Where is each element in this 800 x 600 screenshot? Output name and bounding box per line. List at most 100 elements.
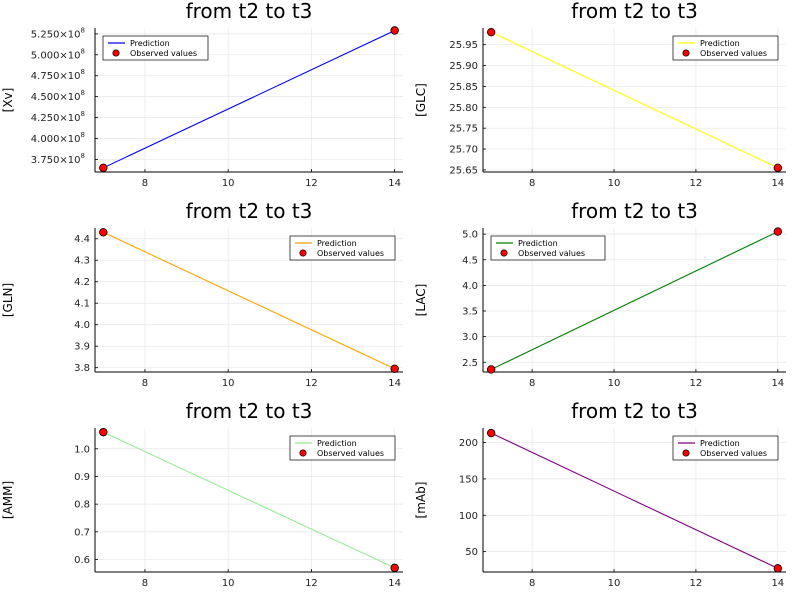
series-line-prediction [103,231,395,370]
x-tick-label: 10 [608,578,621,589]
data-point-observed [390,563,399,573]
y-tick-label: 4.0 [74,320,90,331]
legend-label: Observed values [317,249,384,258]
y-tick-label: 4.500×108 [31,89,85,103]
y-tick-label: 4.2 [74,277,90,288]
legend-label: Observed values [700,49,767,58]
series-line-prediction [490,231,779,370]
y-tick-label: 25.95 [449,40,478,51]
y-tick-label: 5.250×108 [31,26,85,40]
y-tick-label: 4.250×108 [31,110,85,124]
y-tick-exponent: 8 [81,26,85,34]
y-tick-label: 4.0 [462,281,478,292]
x-tick-label: 12 [305,178,318,189]
data-point-observed [99,163,108,173]
y-tick-mantissa: 3.750×10 [31,155,81,166]
y-tick-mantissa: 4.750×10 [31,71,81,82]
x-tick-label: 10 [222,378,235,389]
y-axis-label: [Xv] [1,88,15,113]
legend-swatch-marker [299,249,307,257]
legend-box [102,35,209,61]
y-tick-label: 3.750×108 [31,152,85,166]
y-tick-label: 25.65 [449,165,478,176]
legend-swatch-marker [682,449,690,457]
chart-panel-1: from t2 to t38 10 12 143.750×1084.000×1084.… [1,0,403,189]
chart-title: from t2 to t3 [571,199,698,223]
y-tick-label: 5.000×108 [31,47,85,61]
y-tick-label: 3.8 [74,363,90,374]
y-axis-label: [GLC] [414,83,428,117]
legend-label: Prediction [700,439,740,448]
y-tick-label: 4.750×108 [31,68,85,82]
legend-label: Prediction [130,39,170,48]
y-tick-mantissa: 5.250×10 [31,29,81,40]
chart-title: from t2 to t3 [571,399,698,423]
chart-title: from t2 to t3 [186,199,313,223]
y-tick-label: 2.5 [462,358,478,369]
legend-swatch-marker [299,449,307,457]
x-tick-label: 8 [142,578,148,589]
chart-panel-4: from t2 to t3 8 10 12 14 2.5 3.0 3.5 4.0 4.5 5.0 [L… [414,199,786,389]
legend-box [289,235,396,261]
legend-label: Observed values [518,249,585,258]
x-tick-label: 14 [771,378,784,389]
y-axis-label: [mAb] [414,482,428,519]
y-tick-label: 100 [459,511,478,522]
legend-label: Prediction [518,239,558,248]
data-point-observed [773,163,783,173]
y-tick-exponent: 8 [81,89,85,97]
y-tick-mantissa: 4.000×10 [31,134,81,145]
chart-panel-2: from t2 to t3 8 10 12 14 25.65 25.70 25.75 25.80… [414,0,786,189]
legend-box [490,235,606,261]
chart-panel-5: from t2 to t3 8 10 12 14 0.6 0.7 0.8 0.9 1.0 [AMM]… [1,399,403,589]
y-tick-label: 25.90 [449,61,478,72]
y-tick-exponent: 8 [81,68,85,76]
y-tick-label: 25.85 [449,82,478,93]
data-point-observed [773,564,783,573]
legend-swatch-marker [682,49,690,57]
series-line-prediction [103,431,395,569]
y-tick-label: 0.9 [74,472,90,483]
y-tick-mantissa: 5.000×10 [31,50,81,61]
x-tick-label: 14 [388,178,401,189]
chart-panel-3: from t2 to t3 8 10 12 14 3.8 3.9 4.0 4.1 4.2 4.3 4.… [1,199,403,389]
y-tick-label: 4.1 [74,299,90,310]
x-tick-label: 12 [305,578,318,589]
legend-box [672,35,779,61]
chart-title: from t2 to t3 [186,399,313,423]
x-tick-label: 12 [690,578,703,589]
data-point-observed [390,26,399,35]
x-tick-label: 10 [222,178,235,189]
data-point-observed [486,428,496,438]
y-tick-label: 25.70 [449,145,478,156]
data-point-observed [486,365,496,374]
y-tick-label: 3.5 [462,307,478,318]
x-tick-label: 14 [388,378,401,389]
y-tick-exponent: 8 [81,131,85,139]
y-tick-exponent: 8 [81,152,85,160]
y-tick-label: 4.5 [462,255,478,266]
y-tick-label: 150 [459,474,478,485]
y-tick-label: 25.75 [449,124,478,135]
x-tick-label: 14 [388,578,401,589]
data-point-observed [486,27,496,37]
y-tick-label: 200 [459,438,478,449]
legend-label: Observed values [130,49,197,58]
y-tick-label: 0.8 [74,500,90,511]
y-tick-label: 25.80 [449,103,478,114]
chart-title: from t2 to t3 [571,0,698,23]
x-tick-label: 12 [305,378,318,389]
y-tick-label: 4.000×108 [31,131,85,145]
y-axis-label: [GLN] [1,283,15,317]
x-tick-label: 10 [608,178,621,189]
x-tick-label: 10 [608,378,621,389]
x-tick-label: 8 [529,378,535,389]
y-tick-label: 5.0 [462,230,478,241]
y-tick-label: 4.4 [74,234,90,245]
legend-label: Prediction [700,39,740,48]
y-tick-exponent: 8 [81,47,85,55]
data-point-observed [773,227,783,236]
data-point-observed [390,364,399,373]
chart-title: from t2 to t3 [186,0,313,23]
